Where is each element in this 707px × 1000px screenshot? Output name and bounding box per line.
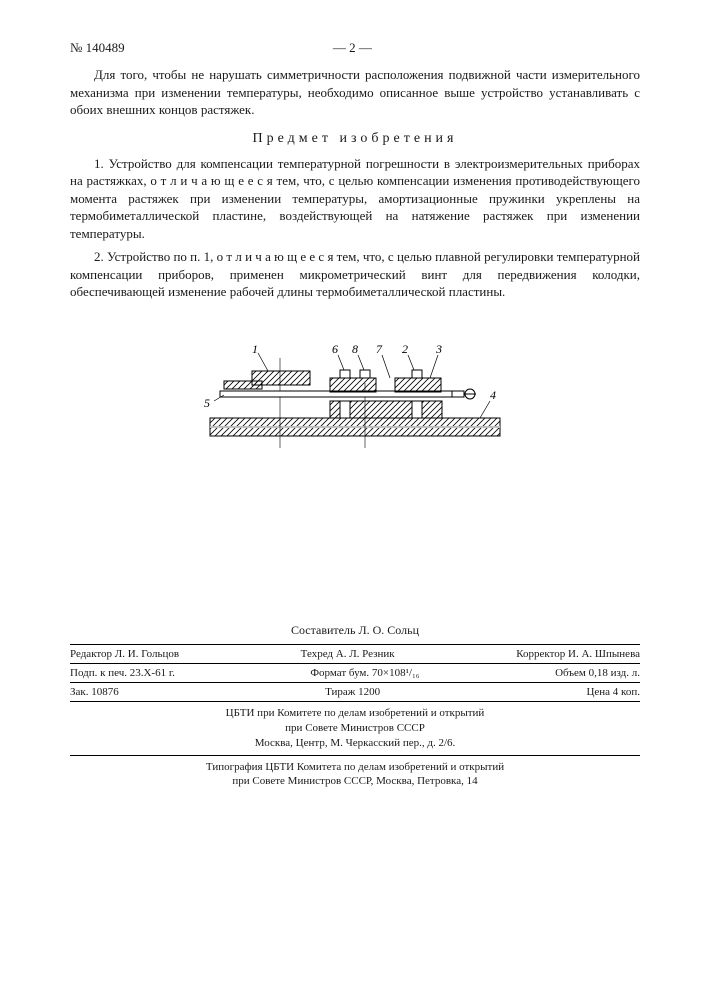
document-number: № 140489 [70,40,125,56]
credits-row: Редактор Л. И. Гольцов Техред А. Л. Резн… [70,644,640,664]
institute-block: ЦБТИ при Комитете по делам изобретений и… [70,702,640,756]
pub-format: Формат бум. 70×108¹/₁₆ [310,667,419,679]
order-number: Зак. 10876 [70,686,119,698]
editor-credit: Редактор Л. И. Гольцов [70,648,179,660]
printer-block: Типография ЦБТИ Комитета по делам изобре… [70,756,640,794]
institute-line-1: ЦБТИ при Комитете по делам изобретений и… [70,706,640,721]
pub-row-1: Подп. к печ. 23.X-61 г. Формат бум. 70×1… [70,664,640,683]
svg-text:2: 2 [402,342,408,356]
svg-text:3: 3 [435,342,442,356]
pub-date: Подп. к печ. 23.X-61 г. [70,667,175,679]
compiler-credit: Составитель Л. О. Сольц [70,623,640,638]
pub-row-2: Зак. 10876 Тираж 1200 Цена 4 коп. [70,683,640,702]
institute-line-3: Москва, Центр, М. Черкасский пер., д. 2/… [70,736,640,751]
corrector-credit: Корректор И. А. Шпынева [516,648,640,660]
claim-2: 2. Устройство по п. 1, о т л и ч а ю щ е… [70,248,640,301]
price: Цена 4 коп. [586,686,640,698]
print-run: Тираж 1200 [325,686,380,698]
svg-text:1: 1 [252,342,258,356]
svg-text:4: 4 [490,388,496,402]
page-number: — 2 — [125,40,580,56]
claim-1: 1. Устройство для компенсации температур… [70,155,640,243]
svg-text:6: 6 [332,342,338,356]
claims-heading: Предмет изобретения [70,131,640,147]
techred-credit: Техред А. Л. Резник [301,648,395,660]
printer-line-1: Типография ЦБТИ Комитета по делам изобре… [70,760,640,775]
page-header: № 140489 — 2 — [70,40,640,56]
intro-paragraph: Для того, чтобы не нарушать симметричнос… [70,66,640,119]
technical-drawing: 1 5 6 8 7 2 3 4 [190,323,520,453]
svg-text:7: 7 [376,342,383,356]
svg-text:8: 8 [352,342,358,356]
svg-text:5: 5 [204,396,210,410]
page-content: № 140489 — 2 — Для того, чтобы не наруша… [70,40,640,793]
printer-line-2: при Совете Министров СССР, Москва, Петро… [70,774,640,789]
pub-volume: Объем 0,18 изд. л. [555,667,640,679]
institute-line-2: при Совете Министров СССР [70,721,640,736]
